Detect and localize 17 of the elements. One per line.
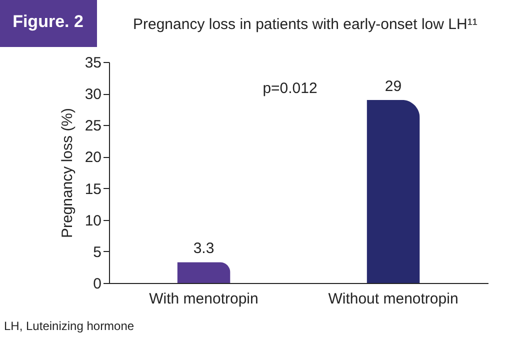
y-axis-title: Pregnancy loss (%)	[58, 108, 76, 238]
y-tick-label: 35	[84, 54, 102, 72]
annotation: p=0.012	[262, 80, 318, 97]
data-label: 29	[384, 78, 402, 95]
y-tick-label: 5	[93, 244, 102, 261]
y-tick-label: 20	[84, 149, 102, 166]
x-tick-label: With menotropin	[149, 290, 258, 308]
y-tick-label: 0	[93, 276, 102, 292]
y-tick-label: 25	[84, 118, 102, 135]
text: Figure. 2	[12, 12, 84, 31]
y-tick-label: 30	[84, 86, 102, 104]
y-tick-label: 15	[84, 180, 102, 198]
x-tick-label: Without menotropin	[328, 290, 458, 308]
chart-title: Pregnancy loss in patients with early-onset low LH¹¹	[133, 16, 478, 33]
data-label: 3.3	[193, 240, 214, 258]
text: LH, Luteinizing hormone	[4, 319, 134, 333]
y-tick-label: 10	[84, 212, 102, 230]
